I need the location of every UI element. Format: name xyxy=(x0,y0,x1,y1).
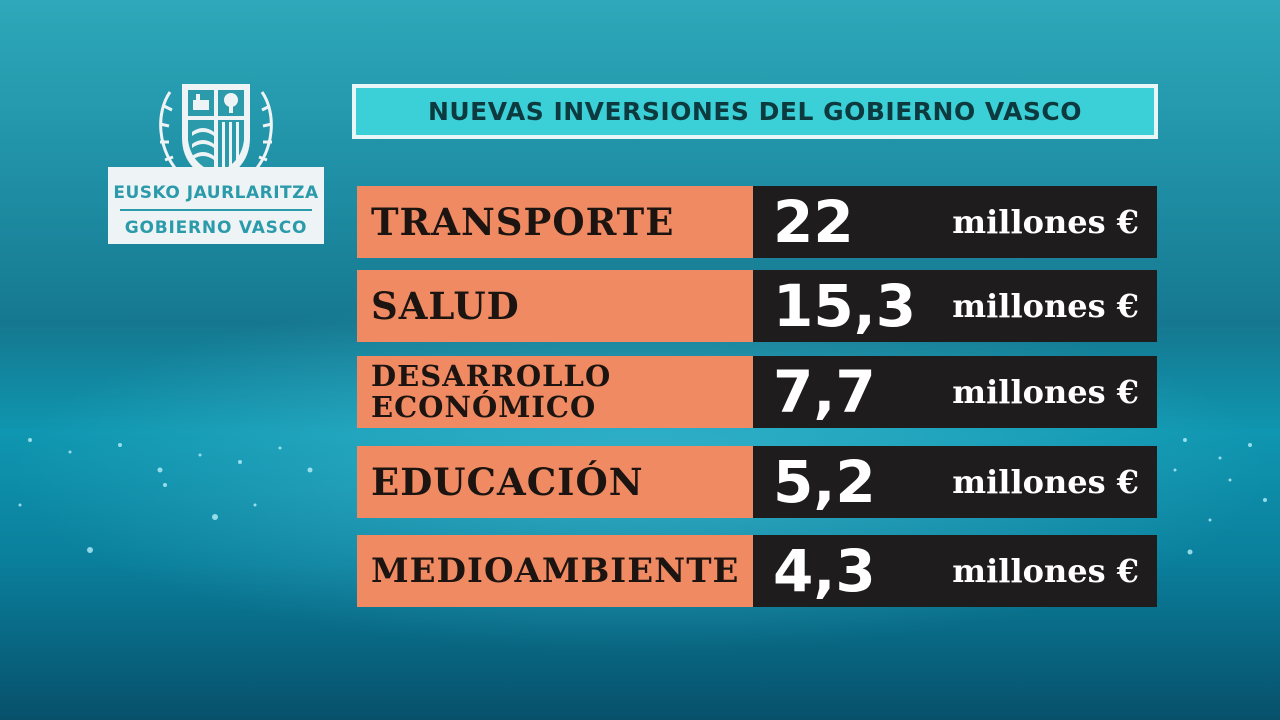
table-row-salud: SALUD 15,3 millones € xyxy=(357,270,1157,342)
logo-plate: EUSKO JAURLARITZA GOBIERNO VASCO xyxy=(108,167,324,244)
coat-of-arms-icon xyxy=(159,84,273,188)
investment-table: TRANSPORTE 22 millones € SALUD 15,3 mill… xyxy=(357,186,1157,607)
row-label: TRANSPORTE xyxy=(371,200,675,244)
row-label-cell: SALUD xyxy=(357,270,753,342)
row-value-cell: 4,3 millones € xyxy=(753,535,1157,607)
row-value-cell: 7,7 millones € xyxy=(753,356,1157,428)
row-unit: millones € xyxy=(952,552,1139,590)
row-value: 22 xyxy=(773,188,854,256)
row-value: 15,3 xyxy=(773,272,917,340)
logo-text-basque: EUSKO JAURLARITZA xyxy=(113,183,319,203)
gobierno-vasco-logo: EUSKO JAURLARITZA GOBIERNO VASCO xyxy=(108,72,324,244)
row-value: 4,3 xyxy=(773,537,876,605)
table-row-medioambiente: MEDIOAMBIENTE 4,3 millones € xyxy=(357,535,1157,607)
row-label-cell: EDUCACIÓN xyxy=(357,446,753,518)
row-unit: millones € xyxy=(952,287,1139,325)
row-label-cell: DESARROLLO ECONÓMICO xyxy=(357,356,753,428)
title-box: NUEVAS INVERSIONES DEL GOBIERNO VASCO xyxy=(352,84,1158,139)
row-unit: millones € xyxy=(952,203,1139,241)
row-value: 7,7 xyxy=(773,358,876,426)
row-label: EDUCACIÓN xyxy=(371,460,644,504)
row-label-cell: TRANSPORTE xyxy=(357,186,753,258)
row-unit: millones € xyxy=(952,373,1139,411)
row-label-cell: MEDIOAMBIENTE xyxy=(357,535,753,607)
table-row-transporte: TRANSPORTE 22 millones € xyxy=(357,186,1157,258)
row-value-cell: 5,2 millones € xyxy=(753,446,1157,518)
row-label: SALUD xyxy=(371,284,520,328)
page-title: NUEVAS INVERSIONES DEL GOBIERNO VASCO xyxy=(427,97,1083,126)
logo-text-spanish: GOBIERNO VASCO xyxy=(124,218,308,238)
row-label: MEDIOAMBIENTE xyxy=(371,551,740,591)
logo-divider xyxy=(120,209,312,211)
row-value-cell: 15,3 millones € xyxy=(753,270,1157,342)
row-value: 5,2 xyxy=(773,448,876,516)
row-label: DESARROLLO ECONÓMICO xyxy=(371,359,612,424)
table-row-educacion: EDUCACIÓN 5,2 millones € xyxy=(357,446,1157,518)
row-value-cell: 22 millones € xyxy=(753,186,1157,258)
row-unit: millones € xyxy=(952,463,1139,501)
table-row-desarrollo-economico: DESARROLLO ECONÓMICO 7,7 millones € xyxy=(357,356,1157,428)
